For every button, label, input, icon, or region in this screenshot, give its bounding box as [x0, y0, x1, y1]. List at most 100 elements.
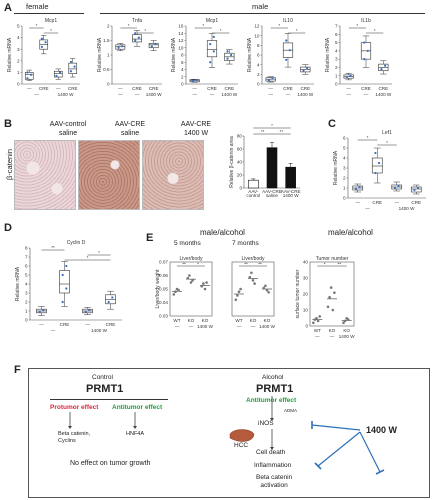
data-point [271, 77, 274, 80]
f-control-prmt: PRMT1 [86, 383, 124, 395]
x-sub-label: — [315, 334, 320, 339]
data-point [333, 291, 336, 295]
x-sub-label: 1400 W [399, 206, 415, 211]
box [115, 44, 126, 50]
bar [285, 166, 296, 189]
x-sub-label: — [192, 92, 197, 97]
y-tick-label: 1 [17, 70, 20, 75]
data-point [203, 287, 207, 291]
box [24, 72, 34, 80]
data-point [265, 288, 269, 292]
y-tick-label: 5 [335, 40, 338, 45]
sig-star: * [324, 262, 326, 267]
panel-b-letter: B [4, 118, 12, 130]
data-point [377, 161, 381, 165]
data-point [65, 287, 68, 290]
data-point [88, 309, 91, 312]
x-tick-label: 1400 W [283, 193, 299, 198]
x-tick-label: WT [173, 318, 180, 323]
data-point [318, 315, 322, 318]
data-point [253, 282, 256, 285]
data-point [61, 273, 64, 277]
y-tick-label: 2 [335, 65, 338, 70]
data-point [29, 73, 33, 76]
y-tick-label: 4 [17, 35, 20, 40]
y-tick-label: 8 [257, 43, 260, 48]
x-tick-label: KO [343, 328, 350, 333]
data-point [177, 288, 180, 292]
x-sub-label: — [175, 324, 180, 329]
data-point [202, 282, 205, 285]
panel-e-charts: Liver/body 0.03 0.04 0.05 0.06 0.07 Liver/body… [155, 256, 355, 339]
y-tick-label: 0.05 [159, 287, 168, 292]
data-point [150, 45, 153, 48]
y-axis-label: Relative mRNA [97, 37, 103, 72]
panel-d-letter: D [4, 222, 12, 234]
y-tick-label: 3 [17, 47, 20, 52]
plot-frame [169, 261, 213, 317]
x-tick-label: — [85, 322, 90, 327]
data-point [326, 305, 330, 309]
data-point [384, 64, 387, 67]
data-point [121, 45, 124, 48]
y-tick-label: 0 [25, 318, 28, 323]
x-tick-label: CRE [68, 86, 78, 91]
panel-c-letter: C [328, 118, 336, 130]
data-point [84, 310, 87, 313]
bar [266, 147, 278, 189]
y-tick-label: 7 [335, 24, 338, 29]
x-sub-label: — [330, 334, 335, 339]
f-hnf: HNF4A [126, 431, 145, 437]
f-no-effect: No effect on tumor growth [70, 460, 151, 467]
histology-image-control [14, 140, 76, 210]
plot-frame [309, 261, 355, 327]
panel-a-letter: A [4, 2, 12, 14]
e-header-1: male/alcohol [200, 228, 245, 237]
x-sub-label: — [51, 328, 56, 333]
f-hcc: HCC [234, 442, 249, 449]
f-antitumor: Antitumor effect [112, 404, 163, 411]
y-tick-label: 80 [237, 134, 243, 139]
y-tick-label: 1 [343, 186, 346, 191]
data-point [312, 321, 315, 325]
sig-star: ** [258, 262, 262, 267]
f-protumor: Protumor effect [50, 404, 99, 411]
x-sub-label: 1400 W [259, 324, 275, 329]
data-point [195, 78, 198, 82]
y-tick-label: 4 [257, 62, 260, 67]
y-tick-label: 2 [17, 58, 20, 63]
data-point [26, 77, 29, 80]
y-tick-label: 1 [25, 309, 28, 314]
data-point [366, 49, 369, 52]
sig-star: ** [51, 245, 55, 250]
y-tick-label: 3 [25, 291, 28, 296]
x-tick-label: WT [235, 318, 242, 323]
x-tick-label: AAV- [248, 189, 259, 194]
x-tick-label: CRE [149, 86, 159, 91]
y-tick-label: 5 [25, 273, 28, 278]
y-tick-label: 0.06 [159, 273, 168, 278]
b-title-3: AAV-CRE 1400 W [180, 121, 212, 137]
panel-e-letter: E [146, 232, 154, 244]
x-tick-label: KO [202, 318, 209, 323]
chart-title: Liver/body [241, 256, 265, 262]
sig-star: * [98, 250, 100, 255]
sig-star: ** [244, 262, 248, 267]
data-point [134, 32, 137, 35]
f-alcohol-arrows [229, 396, 385, 475]
y-tick-label: 0 [305, 324, 308, 329]
e-chart-5months: Liver/body 0.03 0.04 0.05 0.06 0.07 Liver/body… [155, 256, 214, 329]
data-point [209, 43, 212, 46]
data-point [267, 290, 270, 294]
y-tick-label: 2 [181, 74, 184, 79]
data-point [237, 290, 241, 293]
data-point [342, 321, 345, 325]
sig-star: * [87, 255, 89, 260]
y-tick-label: 30 [303, 276, 309, 281]
f-alcohol-prmt: PRMT1 [256, 383, 294, 395]
